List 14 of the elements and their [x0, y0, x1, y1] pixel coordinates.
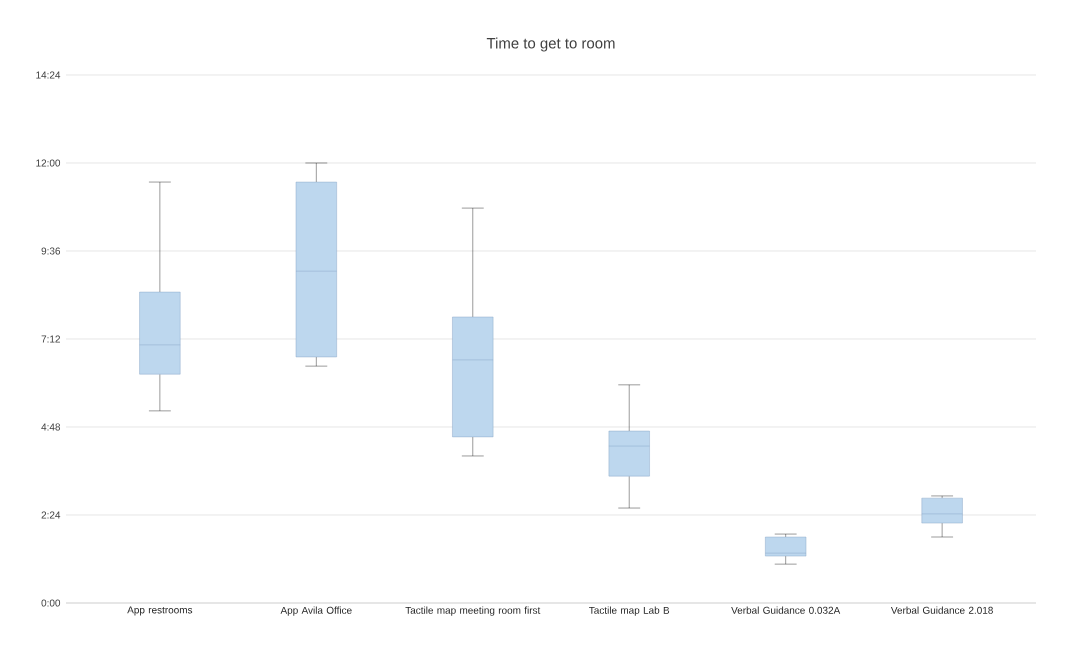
- y-tick-label: 14:24: [36, 71, 61, 79]
- x-tick-label: Tactile map Lab B: [589, 606, 670, 616]
- y-tick-label: 4:48: [41, 423, 61, 431]
- y-tick-label: 7:12: [41, 335, 60, 343]
- x-tick-label: App Avila Office: [280, 606, 352, 616]
- x-tick-label: App restrooms: [127, 606, 193, 616]
- chart-title: Time to get to room: [486, 37, 615, 52]
- y-tick-label: 2:24: [41, 511, 61, 519]
- x-tick-label: Verbal Guidance 2.018: [890, 606, 993, 614]
- x-tick-label: Verbal Guidance 0.032A: [731, 606, 841, 614]
- y-tick-label: 12:00: [36, 159, 61, 167]
- x-tick-label: Tactile map meeting room first: [405, 606, 541, 616]
- y-tick-label: 9:36: [41, 247, 61, 255]
- y-tick-label: 0:00: [41, 599, 61, 607]
